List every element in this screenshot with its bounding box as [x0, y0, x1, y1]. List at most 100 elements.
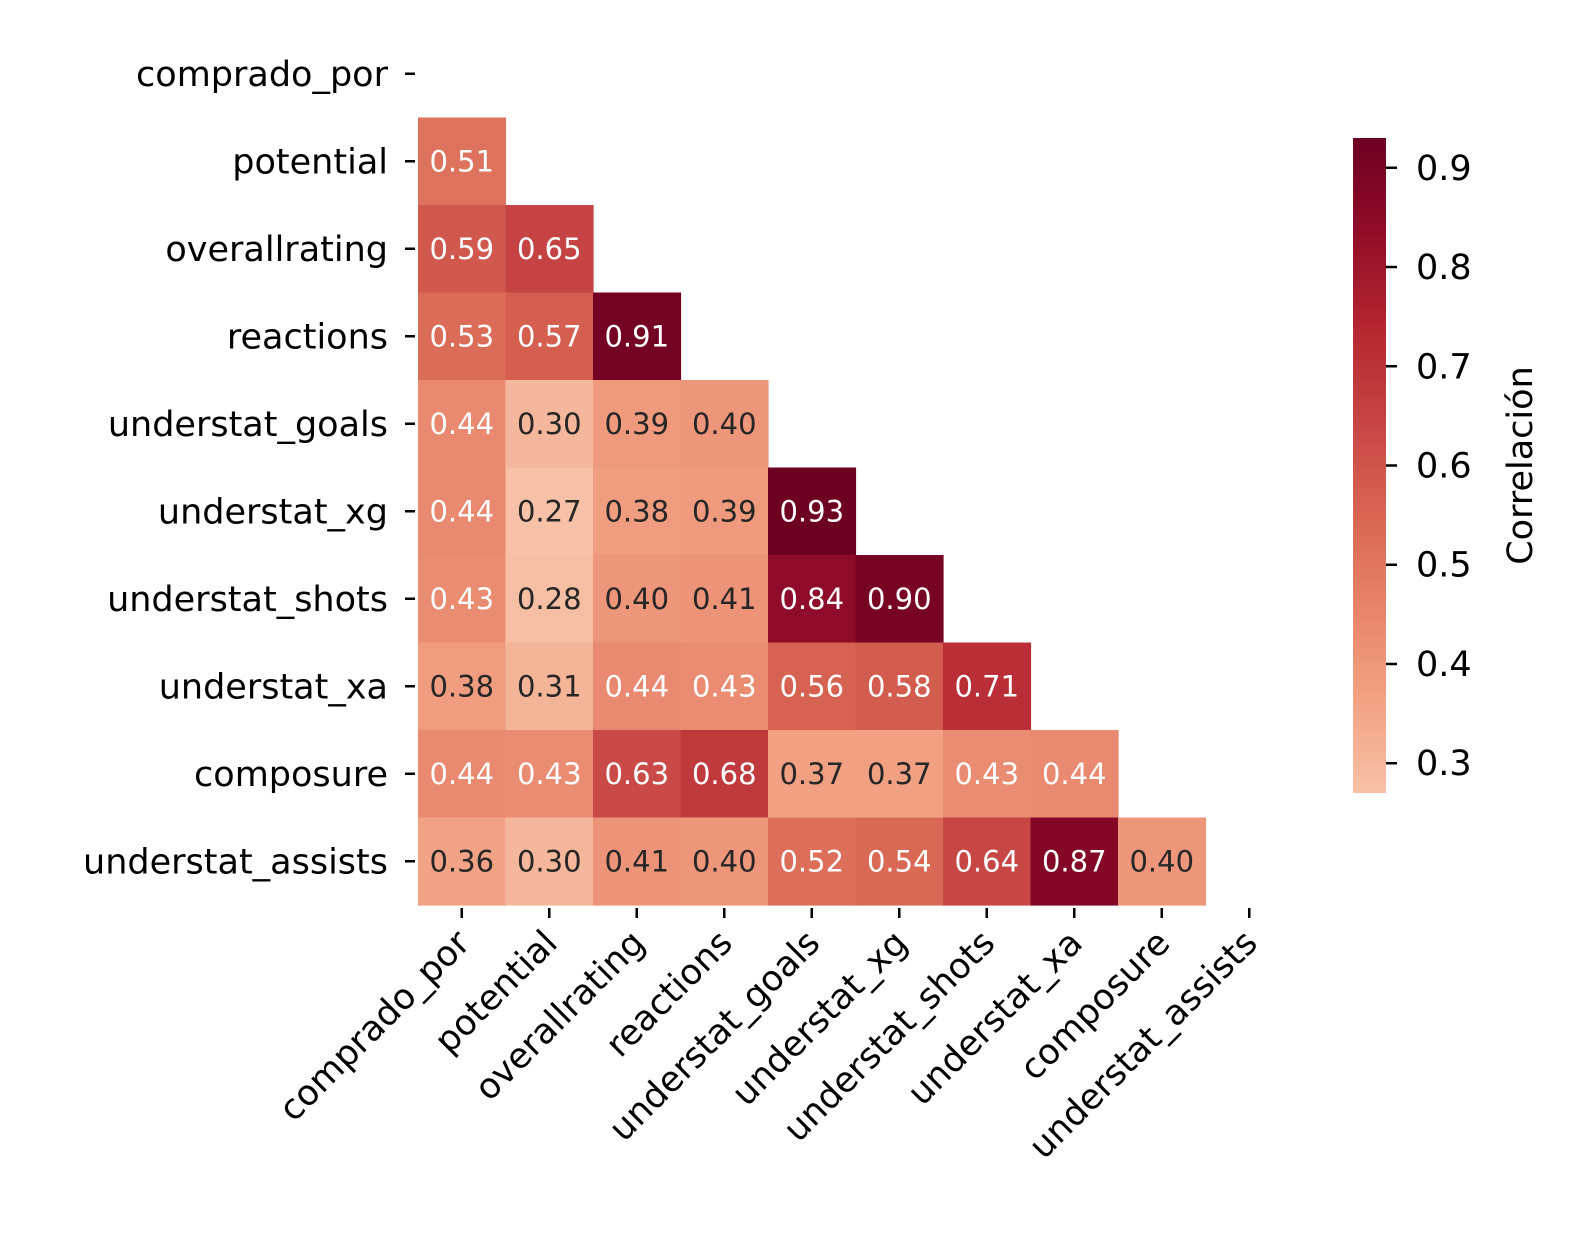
- heatmap-cells: [418, 117, 1207, 906]
- cell-value-label: 0.56: [779, 669, 844, 703]
- cell-value-label: 0.41: [692, 582, 757, 616]
- heatmap-cell-potential-comprado_por: [418, 117, 507, 206]
- heatmap-cell-understat_xg-reactions: [680, 467, 769, 556]
- cell-value-label: 0.41: [604, 844, 669, 878]
- heatmap-cell-understat_goals-comprado_por: [418, 380, 507, 469]
- heatmap-cell-understat_xg-comprado_por: [418, 467, 507, 556]
- cell-value-label: 0.44: [1042, 757, 1107, 791]
- colorbar-tick-label: 0.3: [1416, 744, 1472, 784]
- heatmap-cell-understat_shots-reactions: [680, 555, 769, 644]
- colorbar-gradient: [1353, 138, 1386, 793]
- heatmap-cell-understat_xg-potential: [505, 467, 594, 556]
- y-tick-label-understat_shots: understat_shots: [107, 580, 388, 620]
- heatmap-cell-reactions-potential: [505, 292, 594, 381]
- heatmap-cell-understat_shots-understat_goals: [768, 555, 857, 644]
- heatmap-cell-composure-comprado_por: [418, 730, 507, 819]
- heatmap-cell-understat_xg-understat_goals: [768, 467, 857, 556]
- colorbar-tick-label: 0.5: [1416, 546, 1472, 586]
- y-tick-label-understat_goals: understat_goals: [108, 405, 388, 445]
- cell-value-label: 0.39: [692, 494, 757, 528]
- heatmap-cell-understat_xa-understat_xg: [855, 642, 944, 731]
- heatmap-cell-understat_assists-understat_xa: [1030, 817, 1119, 906]
- heatmap-cell-understat_xa-reactions: [680, 642, 769, 731]
- y-tick-label-composure: composure: [194, 755, 388, 795]
- heatmap-cell-understat_shots-understat_xg: [855, 555, 944, 644]
- heatmap-cell-reactions-comprado_por: [418, 292, 507, 381]
- heatmap-cell-understat_goals-reactions: [680, 380, 769, 469]
- y-tick-label-comprado_por: comprado_por: [136, 55, 389, 95]
- cell-value-label: 0.54: [867, 844, 932, 878]
- heatmap-cell-understat_assists-comprado_por: [418, 817, 507, 906]
- heatmap-cell-overallrating-comprado_por: [418, 205, 507, 294]
- cell-value-label: 0.40: [692, 844, 757, 878]
- cell-value-label: 0.68: [692, 757, 757, 791]
- cell-value-label: 0.57: [517, 319, 582, 353]
- colorbar: 0.3 0.4 0.5 0.6 0.7 0.8 0.9 Correlación: [1353, 138, 1541, 793]
- cell-value-label: 0.53: [429, 319, 494, 353]
- cell-value-label: 0.30: [517, 407, 582, 441]
- cell-value-label: 0.59: [429, 232, 494, 266]
- heatmap-cell-composure-understat_shots: [943, 730, 1032, 819]
- cell-value-label: 0.36: [429, 844, 494, 878]
- colorbar-title: Correlación: [1501, 366, 1541, 565]
- heatmap-cell-understat_shots-potential: [505, 555, 594, 644]
- heatmap-cell-understat_assists-reactions: [680, 817, 769, 906]
- heatmap-cell-reactions-overallrating: [593, 292, 682, 381]
- heatmap-cell-composure-understat_xa: [1030, 730, 1119, 819]
- cell-value-label: 0.71: [954, 669, 1019, 703]
- y-tick-label-understat_assists: understat_assists: [83, 842, 388, 882]
- heatmap-cell-understat_goals-overallrating: [593, 380, 682, 469]
- cell-value-label: 0.38: [429, 669, 494, 703]
- cell-value-label: 0.37: [779, 757, 844, 791]
- cell-value-label: 0.44: [604, 669, 669, 703]
- y-tick-label-understat_xa: understat_xa: [159, 667, 388, 707]
- y-tick-label-potential: potential: [232, 142, 388, 182]
- cell-value-label: 0.43: [517, 757, 582, 791]
- heatmap-cell-understat_xa-overallrating: [593, 642, 682, 731]
- colorbar-tick-label: 0.7: [1416, 347, 1472, 387]
- cell-value-label: 0.90: [867, 582, 932, 616]
- colorbar-tick-label: 0.6: [1416, 447, 1472, 487]
- heatmap-annotations: 0.51 0.59 0.65 0.53 0.57 0.91 0.44 0.30 0.39 0.40…: [429, 144, 1194, 878]
- cell-value-label: 0.43: [692, 669, 757, 703]
- cell-value-label: 0.39: [604, 407, 669, 441]
- heatmap-cell-understat_xa-understat_shots: [943, 642, 1032, 731]
- cell-value-label: 0.63: [604, 757, 669, 791]
- heatmap-cell-understat_assists-understat_shots: [943, 817, 1032, 906]
- cell-value-label: 0.65: [517, 232, 582, 266]
- heatmap-cell-understat_assists-understat_goals: [768, 817, 857, 906]
- heatmap-cell-overallrating-potential: [505, 205, 594, 294]
- cell-value-label: 0.91: [604, 319, 669, 353]
- cell-value-label: 0.28: [517, 582, 582, 616]
- cell-value-label: 0.44: [429, 494, 494, 528]
- heatmap-cell-understat_assists-overallrating: [593, 817, 682, 906]
- cell-value-label: 0.44: [429, 407, 494, 441]
- cell-value-label: 0.37: [867, 757, 932, 791]
- cell-value-label: 0.43: [429, 582, 494, 616]
- cell-value-label: 0.44: [429, 757, 494, 791]
- y-tick-label-overallrating: overallrating: [165, 230, 388, 270]
- cell-value-label: 0.31: [517, 669, 582, 703]
- heatmap-cell-understat_shots-overallrating: [593, 555, 682, 644]
- heatmap-cell-understat_xg-overallrating: [593, 467, 682, 556]
- cell-value-label: 0.84: [779, 582, 844, 616]
- cell-value-label: 0.52: [779, 844, 844, 878]
- heatmap-cell-understat_xa-understat_goals: [768, 642, 857, 731]
- colorbar-tick-label: 0.9: [1416, 149, 1472, 189]
- heatmap-cell-understat_goals-potential: [505, 380, 594, 469]
- cell-value-label: 0.43: [954, 757, 1019, 791]
- heatmap-cell-understat_xa-potential: [505, 642, 594, 731]
- cell-value-label: 0.64: [954, 844, 1019, 878]
- heatmap-cell-understat_assists-potential: [505, 817, 594, 906]
- heatmap-cell-understat_assists-understat_xg: [855, 817, 944, 906]
- cell-value-label: 0.51: [429, 144, 494, 178]
- cell-value-label: 0.40: [692, 407, 757, 441]
- cell-value-label: 0.38: [604, 494, 669, 528]
- heatmap-cell-composure-understat_xg: [855, 730, 944, 819]
- heatmap-cell-composure-reactions: [680, 730, 769, 819]
- cell-value-label: 0.27: [517, 494, 582, 528]
- cell-value-label: 0.40: [1129, 844, 1194, 878]
- cell-value-label: 0.30: [517, 844, 582, 878]
- heatmap-cell-understat_xa-comprado_por: [418, 642, 507, 731]
- y-tick-label-reactions: reactions: [227, 317, 388, 357]
